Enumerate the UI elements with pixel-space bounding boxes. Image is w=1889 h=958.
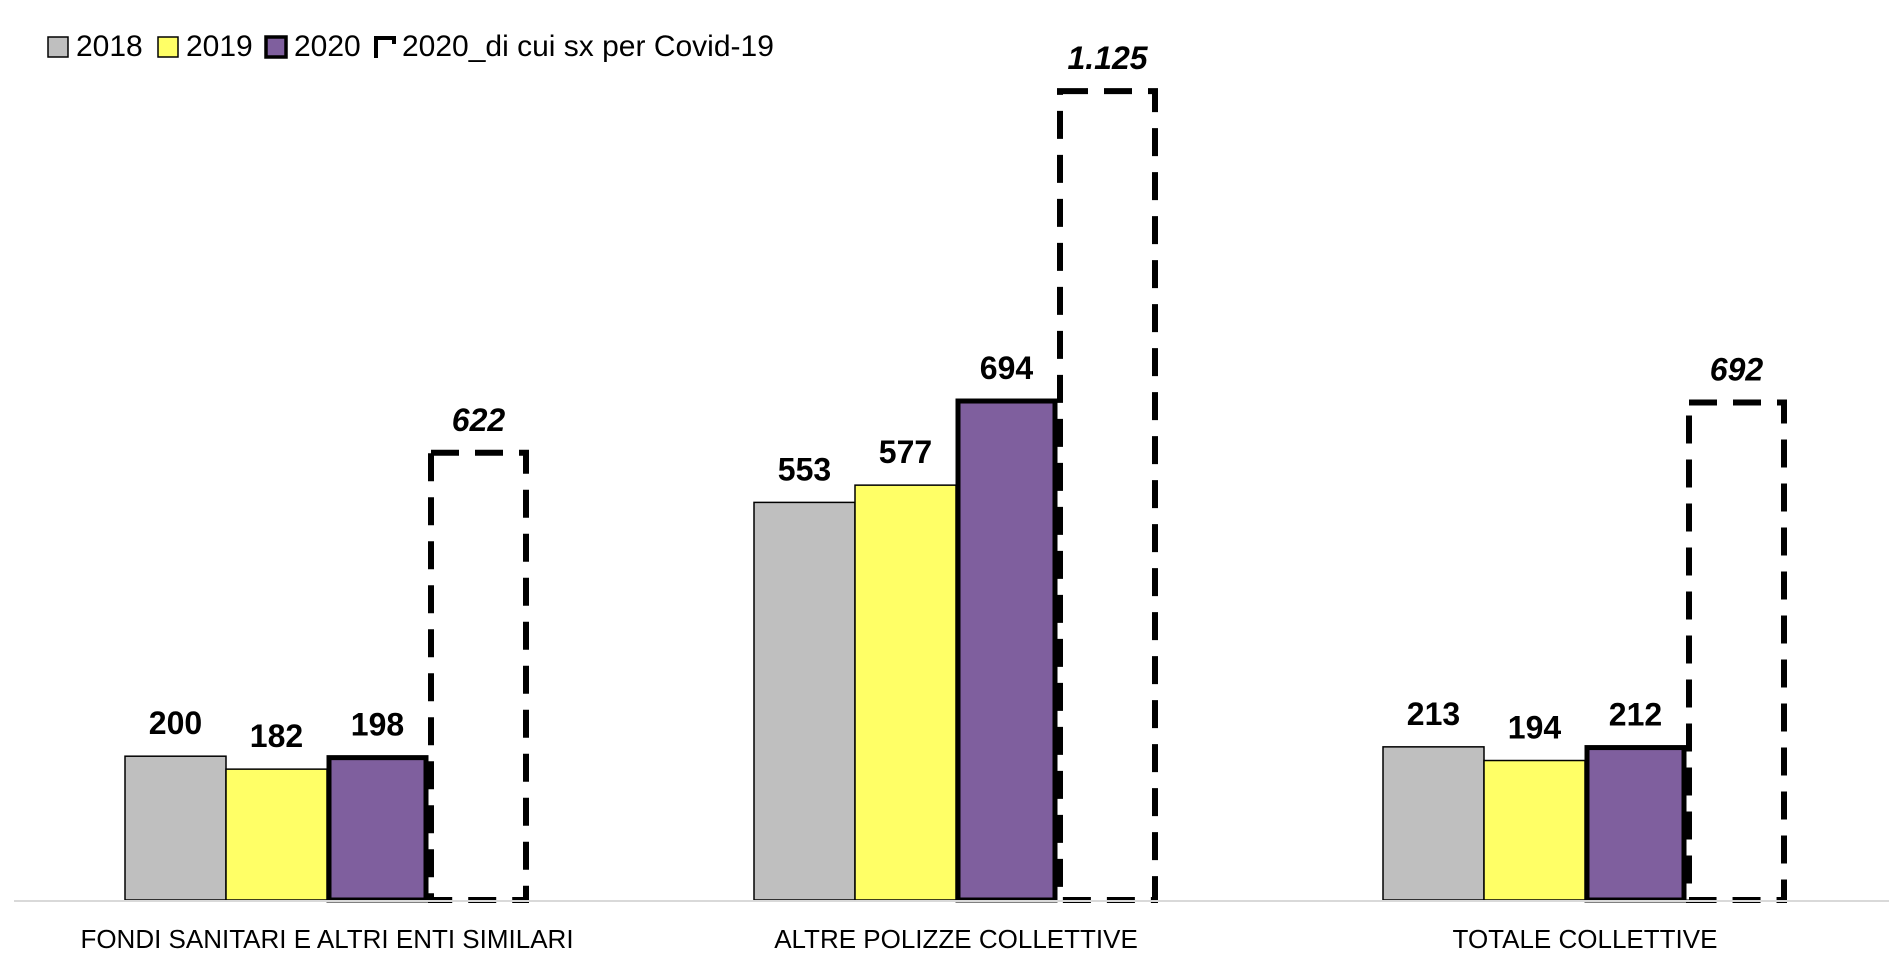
bar-2020-di-cui-sx-per-covid-19-0 [428,449,529,903]
bar-2020-0 [326,755,429,903]
bar-2018-2 [1382,746,1485,901]
value-label: 553 [778,451,831,487]
legend-label: 2019 [186,30,253,63]
legend-swatch [47,36,69,58]
legend: 2018 2019 2020 2020_di cui sx per Covid-19 [47,30,774,63]
bar-2020-di-cui-sx-per-covid-19-1 [1057,88,1158,903]
category-label: ALTRE POLIZZE COLLETTIVE [774,924,1138,953]
bar-2019-1 [854,484,957,901]
category-label: TOTALE COLLETTIVE [1453,924,1718,953]
legend-label: 2020_di cui sx per Covid-19 [402,30,774,63]
value-label: 1.125 [1067,40,1148,76]
bar-2020-2 [1584,745,1687,903]
legend-swatch [264,35,288,59]
value-label: 182 [250,718,303,754]
value-label: 198 [351,707,404,743]
bars [124,88,1787,903]
value-label: 213 [1407,696,1460,732]
value-label: 194 [1508,710,1562,746]
value-label: 212 [1609,697,1662,733]
bar-2018-0 [124,755,227,901]
value-label: 200 [149,705,202,741]
category-labels: FONDI SANITARI E ALTRI ENTI SIMILARI ALTR… [80,924,1718,954]
category-label: FONDI SANITARI E ALTRI ENTI SIMILARI [80,924,573,953]
bar-2020-1 [955,398,1058,903]
value-labels: 200 553 213 182 577 194 198 694 212 622 1.125 692 [149,40,1764,754]
bar-2019-2 [1483,759,1586,901]
legend-label: 2018 [76,30,143,63]
value-label: 694 [980,350,1034,386]
bar-2019-0 [225,768,328,901]
value-label: 577 [879,434,932,470]
bar-2020-di-cui-sx-per-covid-19-2 [1686,399,1787,903]
value-label: 622 [452,402,506,438]
bar-2018-1 [753,501,856,901]
legend-swatch [157,36,179,58]
value-label: 692 [1710,351,1764,387]
legend-swatch [374,36,396,58]
legend-label: 2020 [294,30,361,63]
